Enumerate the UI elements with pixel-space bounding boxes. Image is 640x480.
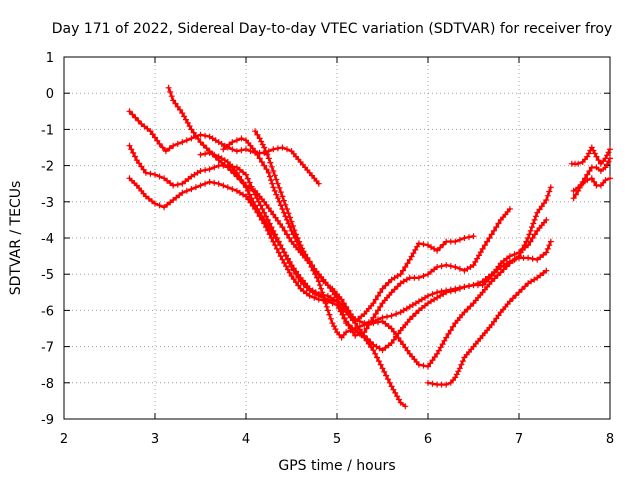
series-point-markers	[570, 175, 613, 194]
series-line	[128, 144, 475, 323]
x-tick-label: 2	[60, 432, 68, 447]
chart-title: Day 171 of 2022, Sidereal Day-to-day VTE…	[52, 21, 612, 37]
series-point-markers	[126, 175, 513, 339]
series-point-markers	[126, 108, 322, 187]
series-trace-1	[126, 108, 322, 187]
series-trace-2	[165, 84, 409, 410]
x-axis-label: GPS time / hours	[278, 458, 395, 474]
x-tick-label: 4	[242, 432, 250, 447]
grid-lines	[64, 57, 610, 419]
y-tick-label: -1	[41, 123, 54, 138]
y-tick-label: -3	[41, 196, 54, 211]
y-tick-label: -4	[41, 232, 54, 247]
series-point-markers	[165, 84, 409, 410]
series-trace-9	[568, 144, 613, 167]
y-tick-label: -5	[41, 268, 54, 283]
series-trace-7	[252, 128, 554, 327]
y-axis-label: SDTVAR / TECUs	[8, 181, 24, 296]
x-tick-label: 7	[515, 432, 523, 447]
x-tick-label: 8	[606, 432, 614, 447]
y-tick-label: 0	[46, 87, 54, 102]
y-tick-label: -2	[41, 160, 54, 175]
y-tick-label: -7	[41, 341, 54, 356]
series-trace-4	[126, 175, 513, 339]
axis-ticks: 2 3 4 5 6 7 8 -9 -8 -7 -6 -5 -4 -3 -2 -1 0 1	[41, 51, 614, 447]
series-point-markers	[568, 144, 613, 167]
series-trace-8	[425, 267, 550, 388]
x-tick-label: 5	[333, 432, 341, 447]
series-trace-11	[570, 175, 613, 194]
series-point-markers	[252, 128, 554, 327]
data-series	[126, 84, 613, 410]
y-tick-label: -6	[41, 304, 54, 319]
series-line	[222, 137, 552, 368]
y-tick-label: -9	[41, 413, 54, 428]
y-tick-label: 1	[46, 51, 54, 66]
x-tick-label: 3	[151, 432, 159, 447]
series-point-markers	[425, 267, 550, 388]
y-tick-label: -8	[41, 377, 54, 392]
x-tick-label: 6	[424, 432, 432, 447]
